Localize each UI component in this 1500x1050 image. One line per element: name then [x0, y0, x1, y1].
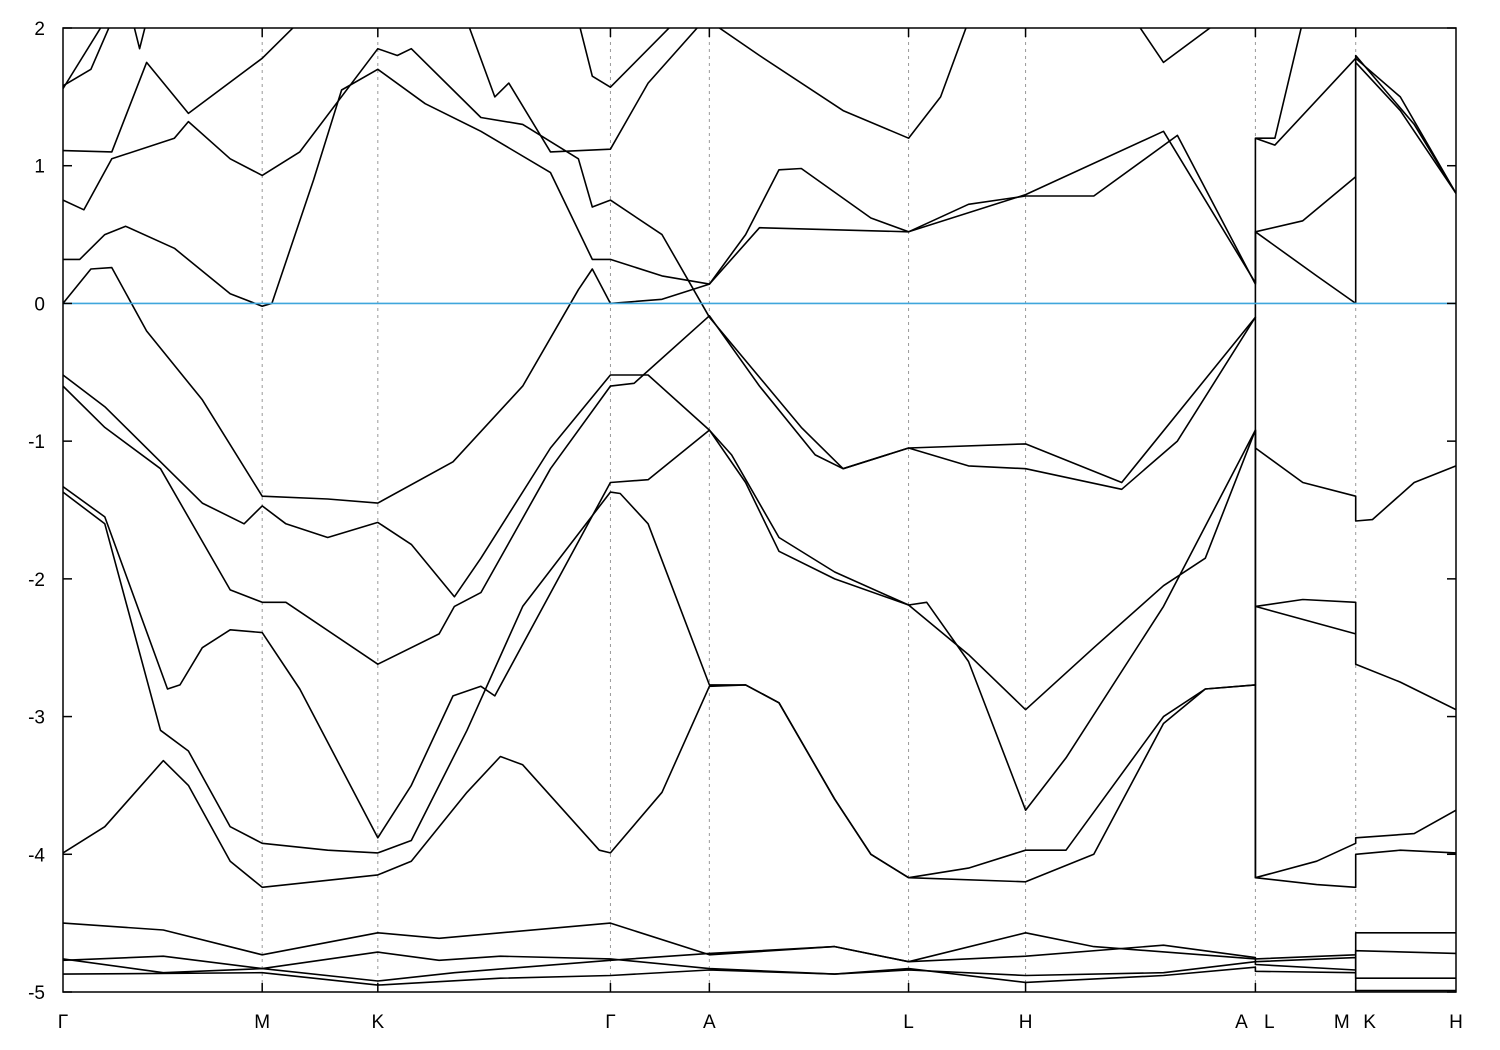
band-line-5 [63, 684, 1456, 889]
band-line-12 [63, 47, 1456, 484]
band-line-14 [63, 28, 110, 87]
band-line-4 [63, 922, 1456, 963]
y-tick-label: -4 [28, 845, 45, 866]
y-tick-label: -3 [28, 708, 45, 729]
x-tick-label: A [1235, 1012, 1248, 1033]
x-tick-label: L [1264, 1012, 1275, 1033]
band-line-1 [63, 966, 1456, 992]
gridlines [261, 28, 1357, 992]
x-tick-label: K [371, 1012, 384, 1033]
band-line-19 [718, 28, 967, 139]
x-tick-label: Γ [58, 1012, 68, 1033]
band-line-8 [63, 315, 1456, 665]
x-tick-label: A [703, 1012, 716, 1033]
x-tick-label: H [1019, 1012, 1033, 1033]
y-tick-label: -1 [28, 432, 45, 453]
y-tick-label: 2 [34, 19, 45, 40]
band-line-13 [63, 28, 294, 153]
x-tick-label: M [1334, 1012, 1350, 1033]
band-line-7 [63, 429, 1456, 889]
x-tick-label: H [1449, 1012, 1463, 1033]
band-line-9 [63, 374, 1356, 711]
band-line-20 [1139, 28, 1212, 64]
x-tick-label: Γ [605, 1012, 615, 1033]
x-tick-label: K [1363, 1012, 1376, 1033]
band-line-16 [133, 28, 146, 50]
y-tick-label: 0 [34, 294, 45, 315]
bands [63, 28, 1456, 992]
band-line-3 [63, 949, 1456, 977]
band-line-18 [579, 28, 671, 88]
band-line-10 [63, 61, 1456, 504]
band-line-15 [63, 28, 102, 90]
band-line-11 [63, 54, 1456, 307]
y-tick-label: 1 [34, 157, 45, 178]
plot-frame [62, 27, 1457, 993]
band-line-17 [468, 28, 699, 153]
y-tick-label: -2 [28, 570, 45, 591]
x-tick-label: M [254, 1012, 270, 1033]
band-line-6 [63, 491, 1456, 879]
band-line-21 [1255, 28, 1302, 139]
y-tick-label: -5 [28, 983, 45, 1004]
x-tick-label: L [903, 1012, 914, 1033]
